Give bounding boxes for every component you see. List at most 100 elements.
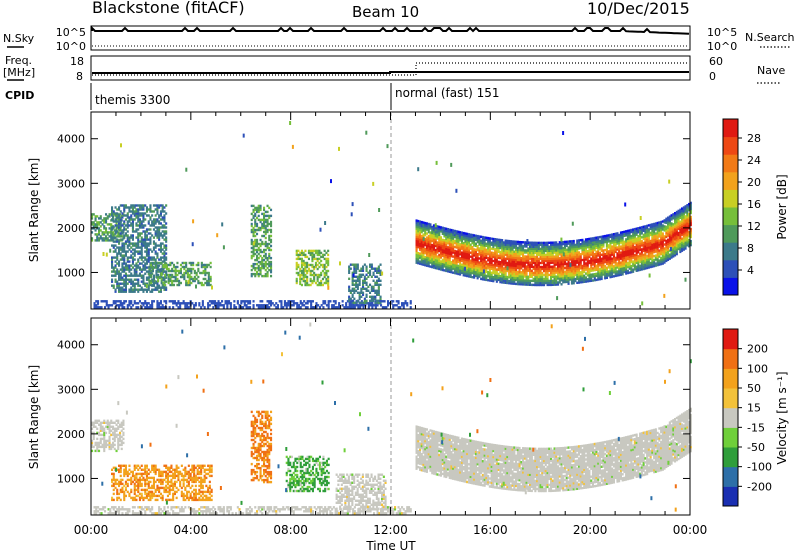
echo-cell (159, 210, 162, 213)
echo-cell (135, 244, 138, 247)
echo-cell (459, 257, 462, 260)
echo-cell (302, 275, 305, 279)
echo-cell (583, 258, 586, 261)
echo-cell (445, 253, 448, 256)
echo-cell (165, 232, 168, 235)
echo-cell (137, 232, 140, 235)
echo-cell (160, 261, 163, 265)
echo-cell (548, 241, 551, 244)
echo-cell (325, 273, 328, 277)
echo-cell (529, 253, 532, 256)
echo-cell (135, 236, 138, 239)
echo-cell (591, 259, 594, 262)
echo-cell (159, 288, 162, 291)
echo-cell (616, 246, 619, 249)
echo-cell (114, 272, 117, 275)
echo-cell (600, 245, 603, 248)
echo-cell (527, 261, 530, 264)
echo-cell (513, 240, 516, 243)
echo-cell (165, 280, 168, 283)
echo-cell (614, 274, 617, 278)
echo-cell (151, 267, 154, 271)
echo-cell (229, 306, 232, 309)
echo-cell (539, 281, 542, 285)
echo-cell (138, 214, 141, 217)
echo-cell (529, 255, 532, 258)
cpid-panel: CPID themis 3300 normal (fast) 151 (5, 83, 499, 110)
echo-cell (207, 273, 210, 277)
echo-cell (200, 281, 203, 285)
echo-cell (604, 260, 607, 264)
echo-cell (309, 279, 312, 283)
echo-cell (544, 257, 547, 261)
echo-cell (593, 273, 596, 276)
echo-cell (509, 282, 512, 285)
echo-cell (270, 238, 273, 242)
echo-cell (604, 267, 607, 270)
echo-cell (530, 243, 533, 246)
echo-cell (358, 291, 361, 294)
echo-cell (181, 273, 184, 277)
echo-cell (348, 306, 351, 309)
echo-cell (611, 251, 614, 254)
echo-cell (156, 220, 159, 223)
echo-cell (515, 244, 518, 247)
echo-cell (569, 254, 572, 257)
echo-cell (485, 250, 488, 253)
echo-cell (311, 269, 314, 273)
echo-cell (420, 240, 423, 244)
echo-cell (464, 270, 467, 273)
echo-cell (153, 261, 156, 265)
echo-cell (123, 228, 126, 231)
echo-cell (126, 238, 129, 241)
echo-cell (192, 277, 195, 281)
echo-cell (494, 274, 497, 277)
echo-cell (145, 290, 148, 293)
echo-cell (501, 277, 504, 280)
echo-cell (185, 283, 188, 287)
echo-cell (131, 230, 134, 233)
echo-cell (541, 265, 544, 269)
echo-cell (315, 306, 318, 309)
echo-cell (128, 302, 131, 305)
echo-cell (605, 240, 608, 243)
echo-cell (546, 243, 549, 246)
echo-cell (509, 252, 512, 255)
echo-cell (200, 271, 203, 275)
echo-cell (145, 260, 148, 263)
echo-cell (499, 246, 502, 250)
echo-cell (476, 247, 479, 250)
echo-cell (159, 204, 162, 207)
echo-cell (541, 255, 544, 259)
echo-cell (121, 232, 124, 235)
echo-cell (327, 304, 330, 307)
echo-cell (124, 280, 127, 283)
echo-cell (105, 239, 108, 242)
echo-cell (467, 269, 470, 272)
echo-cell (513, 272, 516, 275)
echo-cell (569, 252, 572, 255)
echo-cell (525, 283, 528, 286)
echo-cell (494, 258, 497, 261)
echo-cell (105, 227, 108, 230)
echo-cell (379, 279, 382, 282)
echo-cell (422, 247, 425, 250)
nave-label: Nave (757, 64, 785, 77)
echo-cell (215, 304, 218, 307)
echo-cell (597, 248, 600, 251)
echo-cell (518, 258, 521, 262)
echo-cell (572, 255, 575, 259)
echo-cell (604, 273, 607, 276)
echo-cell (508, 260, 511, 263)
echo-cell (522, 265, 525, 268)
echo-cell (509, 260, 512, 263)
echo-cell (605, 260, 608, 263)
echo-cell (480, 269, 483, 273)
echo-cell (480, 251, 483, 255)
echo-cell (252, 208, 255, 212)
echo-cell (516, 258, 519, 262)
echo-cell (558, 265, 561, 268)
echo-cell (490, 265, 493, 268)
echo-cell (256, 216, 259, 220)
echo-cell (434, 248, 437, 252)
